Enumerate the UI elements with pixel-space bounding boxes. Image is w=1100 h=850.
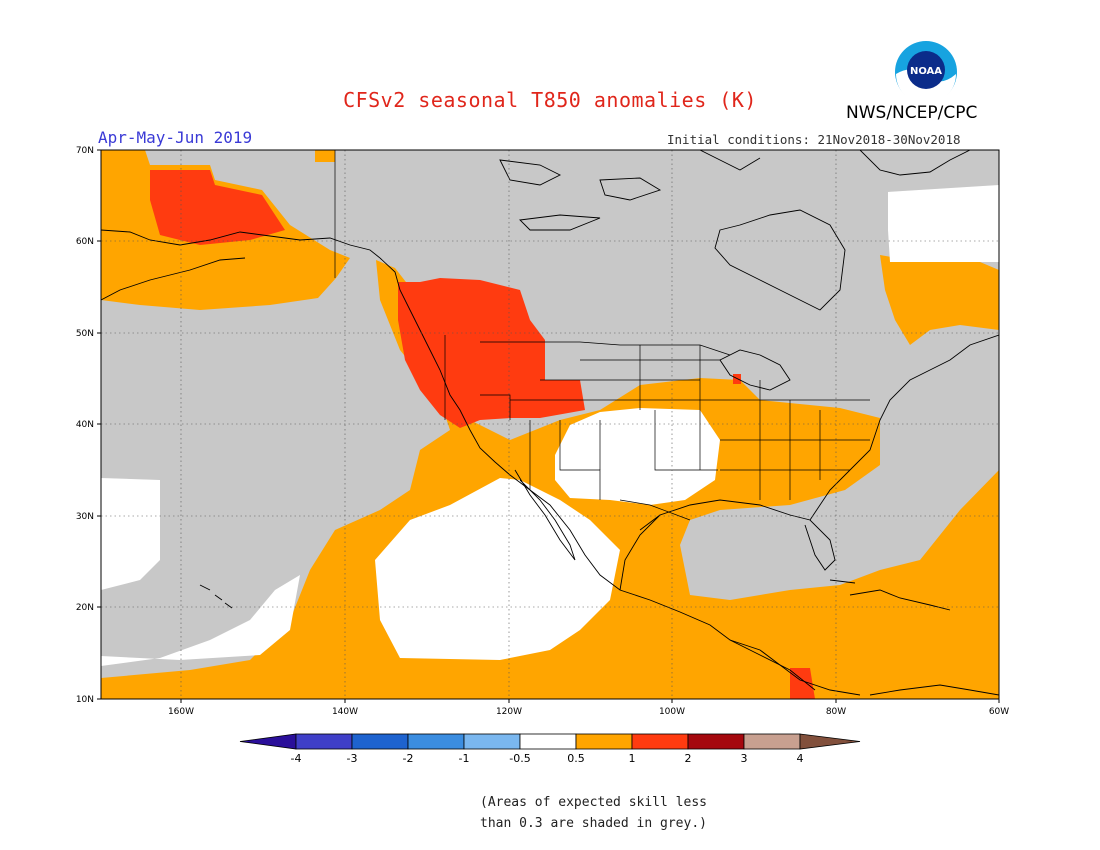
longitude-labels: 160W 140W 120W 100W 80W 60W — [168, 707, 1009, 717]
colorbar-left-arrow — [239, 733, 297, 750]
skill-note: (Areas of expected skill less than 0.3 a… — [480, 792, 707, 834]
colorbar-right-arrow — [799, 733, 861, 750]
political-borders — [334, 150, 870, 521]
colorbar-tick-label: -3 — [346, 752, 358, 765]
colorbar-tick-label: 0.5 — [567, 752, 585, 765]
lat-label: 40N — [76, 420, 94, 430]
lon-label: 120W — [496, 707, 522, 717]
skill-note-line: than 0.3 are shaded in grey.) — [480, 816, 707, 831]
axis-ticks — [97, 149, 1000, 703]
colorbar-swatch — [631, 733, 689, 750]
lon-label: 80W — [826, 707, 846, 717]
colorbar-tick-label: 4 — [796, 752, 804, 765]
latitude-labels: 70N 60N 50N 40N 30N 20N 10N — [76, 146, 94, 705]
colorbar-swatch — [295, 733, 353, 750]
forecast-period: Apr-May-Jun 2019 — [98, 128, 253, 147]
graticule — [101, 150, 999, 699]
colorbar-swatch — [519, 733, 577, 750]
colorbar-tick-label: -2 — [402, 752, 414, 765]
coastlines — [101, 150, 999, 696]
colorbar-tick-label: 3 — [740, 752, 748, 765]
noaa-logo: NOAA — [895, 41, 957, 104]
lon-label: 100W — [659, 707, 685, 717]
colorbar-swatch — [743, 733, 801, 750]
colorbar-swatch — [687, 733, 745, 750]
anomaly-neutral-regions — [101, 185, 999, 666]
colorbar-swatch — [407, 733, 465, 750]
colorbar-tick-label: -0.5 — [509, 752, 531, 765]
initial-conditions: Initial conditions: 21Nov2018-30Nov2018 — [667, 132, 961, 147]
lat-label: 70N — [76, 146, 94, 156]
lat-label: 50N — [76, 329, 94, 339]
lat-label: 20N — [76, 603, 94, 613]
colorbar-swatch — [463, 733, 521, 750]
agency-label: NWS/NCEP/CPC — [846, 103, 978, 123]
lat-label: 10N — [76, 695, 94, 705]
lon-label: 140W — [332, 707, 358, 717]
colorbar-tick-label: -1 — [458, 752, 470, 765]
colorbar-tick-label: 2 — [684, 752, 692, 765]
colorbar-tick-label: 1 — [628, 752, 636, 765]
colorbar-swatch — [575, 733, 633, 750]
map-title: CFSv2 seasonal T850 anomalies (K) — [343, 88, 757, 112]
lat-label: 60N — [76, 237, 94, 247]
svg-text:NOAA: NOAA — [910, 66, 942, 77]
skill-note-line: (Areas of expected skill less — [480, 795, 707, 810]
colorbar — [239, 733, 861, 750]
colorbar-swatch — [351, 733, 409, 750]
colorbar-tick-label: -4 — [290, 752, 302, 765]
lon-label: 60W — [989, 707, 1009, 717]
lon-label: 160W — [168, 707, 194, 717]
lat-label: 30N — [76, 512, 94, 522]
